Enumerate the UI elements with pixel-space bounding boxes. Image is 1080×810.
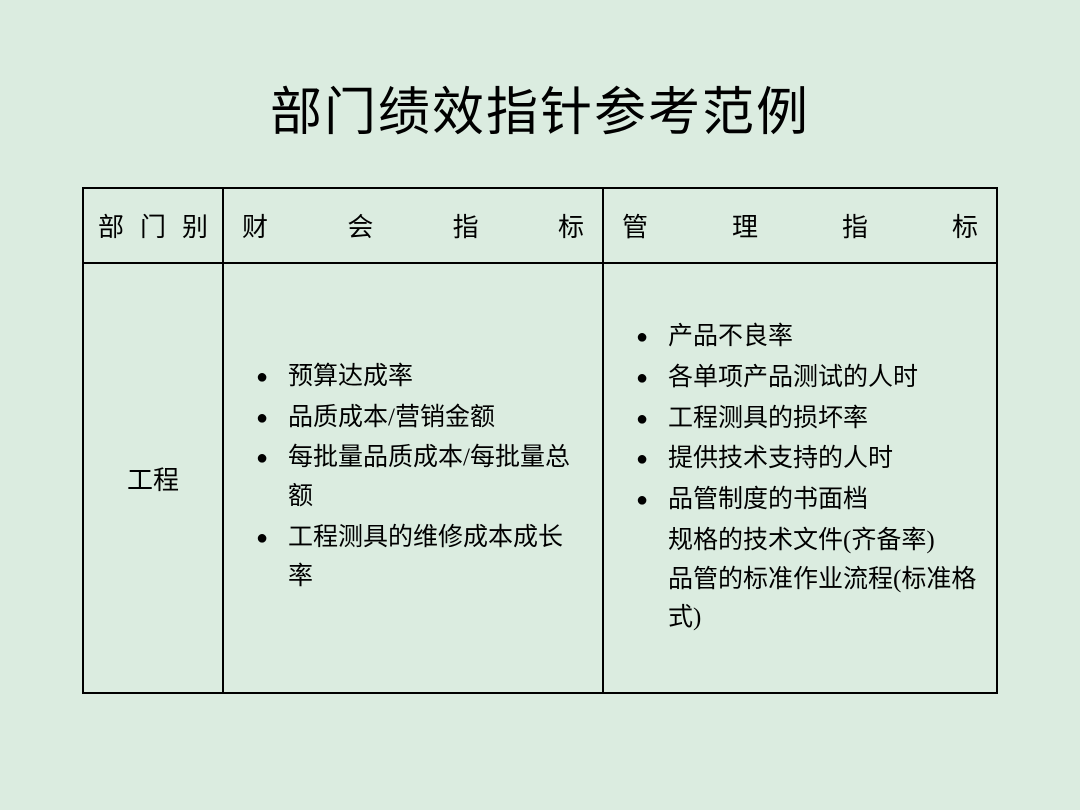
- col-header-management: 管理指标: [603, 188, 997, 263]
- slide-container: 部门绩效指针参考范例 部门别 财会指标 管理指标 工程 预算达成率 品质成本/营…: [0, 0, 1080, 810]
- subline-text: 品管的标准作业流程(标准格式): [632, 561, 978, 639]
- cell-dept: 工程: [83, 263, 223, 693]
- cell-management: 产品不良率 各单项产品测试的人时 工程测具的损坏率 提供技术支持的人时 品管制度…: [603, 263, 997, 693]
- list-item: 品管制度的书面档: [632, 481, 978, 520]
- finance-bullet-list: 预算达成率 品质成本/营销金额 每批量品质成本/每批量总额 工程测具的维修成本成…: [242, 358, 584, 597]
- list-item: 提供技术支持的人时: [632, 440, 978, 479]
- table-row: 工程 预算达成率 品质成本/营销金额 每批量品质成本/每批量总额 工程测具的维修…: [83, 263, 997, 693]
- list-item: 品质成本/营销金额: [252, 399, 584, 438]
- list-item: 各单项产品测试的人时: [632, 359, 978, 398]
- col-header-dept: 部门别: [83, 188, 223, 263]
- list-item: 预算达成率: [252, 358, 584, 397]
- table-header-row: 部门别 财会指标 管理指标: [83, 188, 997, 263]
- management-sublines: 规格的技术文件(齐备率) 品管的标准作业流程(标准格式): [622, 522, 978, 638]
- list-item: 产品不良率: [632, 318, 978, 357]
- list-item: 每批量品质成本/每批量总额: [252, 439, 584, 517]
- kpi-table: 部门别 财会指标 管理指标 工程 预算达成率 品质成本/营销金额 每批量品质成本…: [82, 187, 998, 694]
- subline-text: 规格的技术文件(齐备率): [632, 522, 978, 561]
- slide-title: 部门绩效指针参考范例: [82, 70, 998, 145]
- management-bullet-list: 产品不良率 各单项产品测试的人时 工程测具的损坏率 提供技术支持的人时 品管制度…: [622, 318, 978, 520]
- cell-finance: 预算达成率 品质成本/营销金额 每批量品质成本/每批量总额 工程测具的维修成本成…: [223, 263, 603, 693]
- col-header-finance: 财会指标: [223, 188, 603, 263]
- list-item: 工程测具的维修成本成长率: [252, 519, 584, 597]
- list-item: 工程测具的损坏率: [632, 400, 978, 439]
